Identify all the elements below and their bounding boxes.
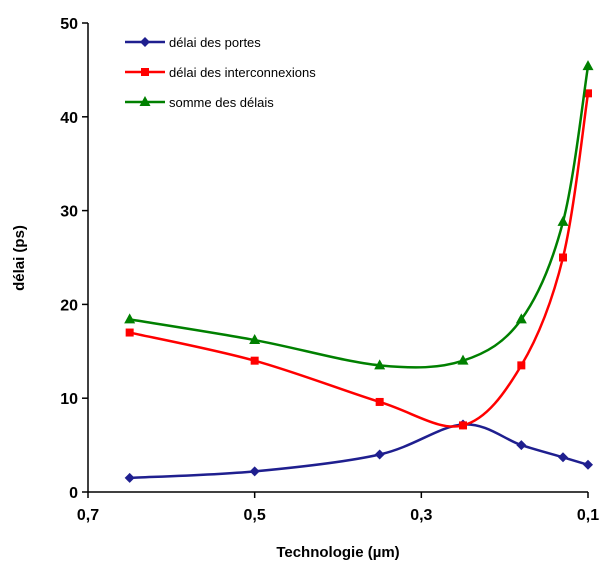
data-point [125, 328, 134, 337]
x-tick-label: 0,7 [77, 507, 99, 524]
legend-marker [139, 96, 151, 106]
y-tick-label: 50 [60, 16, 78, 33]
legend-label: délai des portes [169, 35, 261, 50]
series-2 [125, 89, 592, 430]
legend-label: somme des délais [169, 95, 274, 110]
legend-item: délai des portes [125, 35, 261, 50]
x-axis-title: Technologie (µm) [276, 544, 399, 561]
y-tick-label: 0 [69, 485, 78, 502]
y-axis-title: délai (ps) [11, 225, 28, 291]
series-line [129, 423, 589, 480]
axes: 0 10 20 30 40 50 0,7 0,5 0,3 0,1 [60, 16, 599, 524]
x-tick-label: 0,3 [410, 507, 432, 524]
plot-area [124, 60, 594, 483]
data-point [124, 313, 136, 324]
x-tick-label: 0,1 [577, 507, 599, 524]
legend-item: délai des interconnexions [125, 65, 316, 80]
data-point [557, 215, 569, 226]
data-point [516, 440, 527, 451]
legend-marker [141, 68, 149, 76]
data-point [250, 356, 259, 365]
data-point [583, 459, 593, 470]
y-tick-label: 40 [60, 110, 78, 127]
data-point [374, 359, 386, 370]
data-point [249, 466, 260, 477]
data-point [374, 449, 385, 460]
data-point [515, 313, 527, 324]
legend: délai des portes délai des interconnexion… [125, 35, 316, 110]
x-tick-label: 0,5 [244, 507, 266, 524]
series-1 [124, 419, 593, 483]
legend-item: somme des délais [125, 95, 274, 110]
y-tick-label: 30 [60, 204, 78, 221]
data-point [584, 89, 592, 98]
data-point [375, 397, 384, 406]
series-3 [124, 60, 594, 370]
data-point [558, 452, 568, 463]
data-point [457, 354, 469, 365]
data-point [459, 421, 467, 430]
data-point [249, 334, 261, 345]
data-point [559, 253, 567, 262]
data-point [124, 472, 135, 483]
legend-label: délai des interconnexions [169, 65, 316, 80]
data-point [582, 60, 594, 71]
series-line [129, 93, 590, 428]
legend-marker [140, 37, 150, 47]
y-tick-label: 20 [60, 297, 78, 314]
data-point [517, 361, 526, 370]
y-tick-label: 10 [60, 391, 78, 408]
